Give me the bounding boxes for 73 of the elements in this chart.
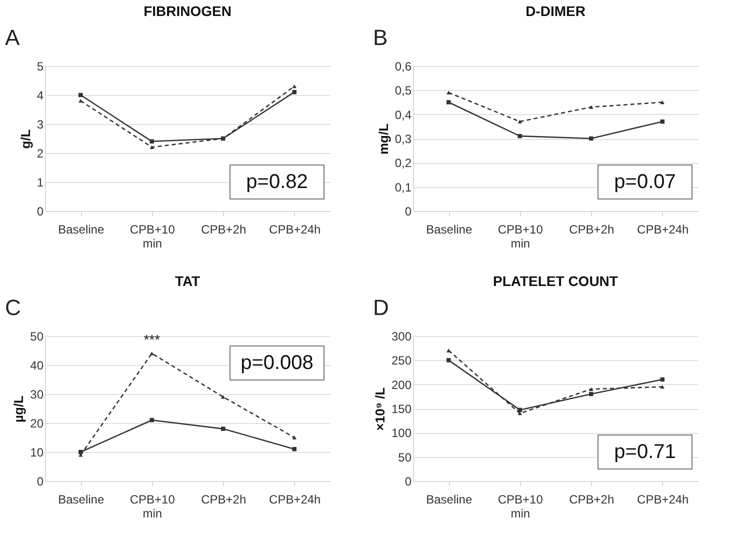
chart-title: FIBRINOGEN: [144, 3, 232, 19]
point: [446, 348, 451, 352]
text: A: [5, 25, 20, 50]
point: [150, 145, 154, 150]
x-tick-label: CPB+2h: [201, 222, 246, 236]
y-tick-label: 3: [36, 118, 44, 132]
x-tick-label: Baseline: [426, 492, 472, 506]
x-tick-label: CPB+10 min: [130, 222, 176, 250]
x-tick-label: CPB+10 min: [130, 492, 176, 520]
y-tick-label: 1: [36, 176, 44, 190]
y-tick-label: 0: [404, 474, 412, 488]
y-tick-label: 0: [404, 204, 412, 218]
y-tick-label: 300: [391, 330, 412, 344]
x-tick-label: CPB+24h: [637, 222, 689, 236]
annotation: p=0.008: [240, 352, 314, 374]
y-tick-label: 40: [30, 358, 44, 372]
y-tick-label: 20: [30, 416, 44, 430]
point: [221, 426, 226, 431]
y-tick-label: 0: [36, 474, 44, 488]
y-tick-label: 200: [391, 378, 412, 392]
y-tick-label: 0,1: [394, 180, 412, 194]
y-tick-label: 2: [36, 146, 44, 160]
point: [589, 387, 594, 392]
x-tick-label: CPB+24h: [269, 222, 321, 236]
y-tick-label: 150: [391, 402, 412, 416]
y-tick-label: 5: [36, 60, 44, 74]
x-tick-label: CPB+2h: [569, 222, 614, 236]
y-tick-label: 50: [398, 450, 412, 464]
y-tick-label: 0: [36, 204, 44, 218]
text: C: [5, 295, 21, 320]
y-tick-label: 100: [391, 426, 412, 440]
text: B: [373, 25, 388, 50]
x-tick-label: CPB+10 min: [498, 492, 544, 520]
y-axis-title: ×10⁹ /L: [372, 387, 388, 431]
y-axis-title: µg/L: [11, 395, 26, 422]
y-axis-title: g/L: [18, 129, 33, 149]
y-tick-label: 0,5: [394, 84, 412, 98]
y-tick-label: 250: [391, 354, 412, 368]
point: [292, 84, 296, 88]
y-tick-label: 50: [30, 330, 44, 344]
y-tick-label: 0,3: [394, 132, 412, 146]
y-tick-label: 4: [36, 88, 44, 102]
point: [446, 90, 451, 94]
chart-title: TAT: [174, 273, 201, 289]
x-tick-label: Baseline: [58, 492, 104, 506]
y-tick-label: 10: [30, 446, 44, 460]
chart-title: PLATELET COUNT: [493, 273, 618, 289]
annotation: p=0.82: [246, 171, 308, 193]
point: [292, 436, 296, 440]
chart-title: D-DIMER: [526, 3, 586, 19]
x-tick-label: Baseline: [58, 222, 104, 236]
x-tick-label: Baseline: [426, 222, 472, 236]
annotation: ***: [144, 331, 161, 348]
x-tick-label: CPB+2h: [569, 492, 614, 506]
point: [446, 358, 451, 362]
y-tick-label: 0,2: [394, 156, 412, 170]
annotation: p=0.71: [614, 441, 676, 463]
x-tick-label: CPB+2h: [201, 492, 246, 506]
y-tick-label: 0,4: [394, 108, 412, 122]
x-tick-label: CPB+10 min: [498, 222, 544, 250]
x-tick-label: CPB+24h: [269, 492, 321, 506]
point: [660, 384, 664, 389]
annotation: p=0.07: [614, 171, 676, 193]
x-tick-label: CPB+24h: [637, 492, 689, 506]
y-tick-label: 0,6: [394, 60, 412, 74]
y-axis-title: mg/L: [376, 123, 391, 155]
point: [446, 100, 451, 104]
point: [589, 105, 594, 109]
point: [660, 100, 664, 104]
point: [78, 98, 83, 103]
text: D: [373, 295, 389, 320]
point: [518, 120, 522, 124]
y-tick-label: 30: [30, 388, 44, 402]
